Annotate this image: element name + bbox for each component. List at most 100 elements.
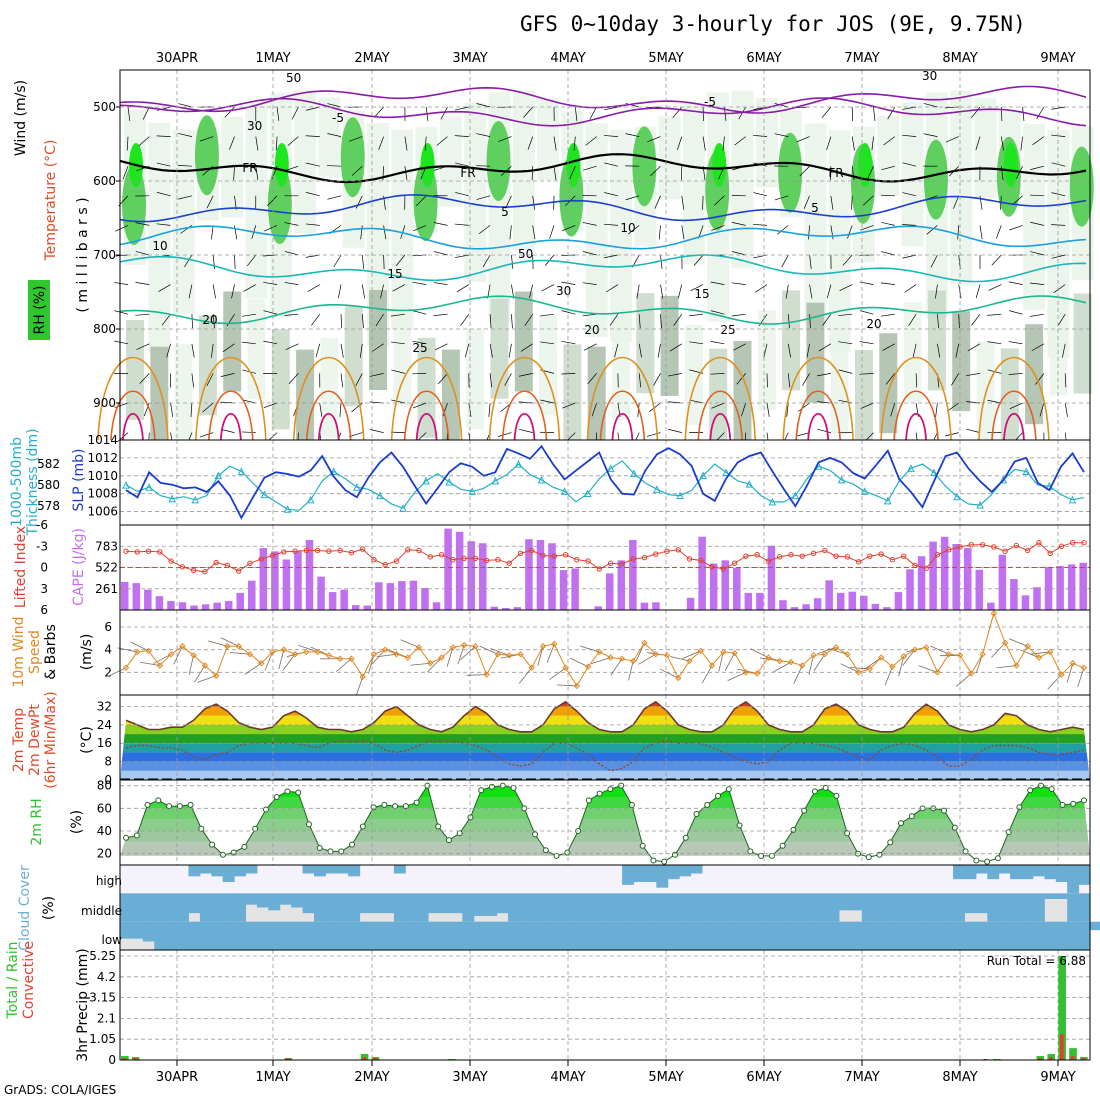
wind-barb — [1030, 221, 1044, 226]
cloud-middle-bar — [850, 893, 863, 911]
wind-barb — [489, 314, 492, 329]
wind-barb — [582, 222, 597, 226]
lifted-index-point — [709, 564, 715, 570]
rh-point — [898, 820, 905, 827]
wind-speed-point — [1058, 671, 1065, 678]
temperature-contour-max — [317, 412, 340, 441]
temp-band — [120, 752, 1090, 762]
cape-bar — [548, 543, 556, 610]
wind-barb — [540, 341, 555, 345]
wind-barb — [799, 165, 810, 177]
rh-point — [456, 830, 463, 837]
rh-point — [725, 786, 732, 793]
cloud-low-bar — [1055, 921, 1068, 950]
cloud-high-bar — [188, 865, 201, 877]
cloud-low-bar — [359, 921, 372, 950]
cloud-low-bar — [793, 921, 806, 950]
wind-barb — [523, 106, 533, 118]
lifted-index-point — [810, 550, 817, 557]
lifted-index-point — [743, 553, 749, 559]
wind-barb — [860, 402, 874, 409]
thickness-point — [353, 483, 361, 491]
temperature-contour-hot — [208, 390, 254, 441]
wind-barb — [880, 313, 895, 317]
cloud-high-bar — [302, 865, 315, 874]
rh-shade-low — [466, 329, 485, 430]
rh-shade-low — [369, 290, 387, 391]
rh-point — [1081, 797, 1087, 804]
wind-speed-point — [280, 646, 287, 653]
cloud-label-line: Cloud Cover — [17, 865, 33, 951]
wind-barb-10m — [173, 646, 183, 665]
cloud-low-bar — [405, 921, 418, 950]
wind-barb — [881, 221, 895, 226]
wind-barb — [604, 192, 618, 197]
wind-barb — [1064, 402, 1068, 417]
rh-shade-low — [320, 337, 339, 438]
cloud-high-bar — [348, 865, 361, 877]
wind-speed-point — [979, 650, 986, 658]
wind-barb — [1064, 373, 1067, 388]
wind-speed-point — [145, 647, 152, 655]
cloud-high-bar — [234, 865, 247, 877]
wind-barb-10m — [368, 654, 375, 674]
wind-barb-10m — [264, 651, 273, 671]
wind-barb — [1057, 314, 1066, 327]
cape-bar — [478, 543, 487, 610]
lifted-index-point — [776, 554, 783, 560]
thickness-point — [676, 491, 684, 500]
wind-barb — [211, 225, 214, 240]
thickness-tick-label: 580 — [37, 478, 60, 492]
temperature-contour-label: 20 — [202, 313, 217, 327]
rh-point — [951, 824, 958, 831]
wind-tick-label: 4 — [104, 643, 112, 657]
cloud-middle-bar — [747, 893, 760, 922]
precip-label-line: 3hr Precip (mm) — [75, 948, 91, 1061]
cloud-low-bar — [302, 921, 315, 950]
cloud-low-bar — [199, 921, 212, 950]
slp-label-line: SLP (mb) — [71, 448, 87, 511]
thickness-point — [930, 468, 938, 477]
pressure-tick-label: 800 — [93, 322, 116, 336]
wind-barb — [383, 225, 387, 240]
temperature-contour-warm — [97, 356, 169, 441]
wind-barb — [809, 254, 812, 269]
wind-barb-10m — [335, 658, 352, 672]
wind-speed-point — [415, 644, 423, 651]
cape-bar — [883, 607, 891, 610]
wind-barb — [319, 402, 323, 417]
wind-speed-point — [629, 657, 637, 665]
lifted-index-point — [833, 553, 839, 559]
rh-shade-moist — [1069, 146, 1094, 227]
thickness-point — [560, 487, 569, 495]
rh-point — [887, 839, 894, 846]
rh-shade-saturated — [712, 143, 727, 187]
lifted-index-point — [731, 560, 738, 566]
wind-barb — [307, 284, 320, 293]
rh-point — [811, 788, 818, 795]
rh-point — [1070, 800, 1077, 807]
wind-barb — [509, 225, 512, 240]
rh-point — [305, 821, 312, 828]
slp-tick-label: 1014 — [87, 433, 118, 447]
rh-point — [1059, 801, 1066, 808]
cloud-low-bar — [953, 921, 965, 950]
cloud-low-bar — [838, 921, 851, 950]
wind-barb-10m — [479, 645, 499, 655]
wind-barb — [681, 195, 685, 210]
rh-contour-label: 50 — [286, 71, 301, 85]
rh-shade-low — [830, 333, 849, 434]
cloud-middle-bar — [542, 893, 555, 922]
cloud-low-bar — [1067, 921, 1080, 950]
thickness-point — [883, 496, 892, 505]
cape-bar — [617, 560, 626, 610]
lifted-index-point — [1013, 542, 1020, 549]
thickness-point — [653, 485, 661, 493]
wind-barb — [638, 314, 641, 329]
precip-background — [120, 950, 1090, 1060]
cloud-low-bar — [690, 921, 703, 950]
cloud-low-bar — [1090, 921, 1100, 931]
wind-label-line: Wind (m/s) — [13, 80, 29, 156]
wind-barb — [263, 340, 278, 345]
date-label-bottom: 30APR — [156, 1070, 198, 1085]
